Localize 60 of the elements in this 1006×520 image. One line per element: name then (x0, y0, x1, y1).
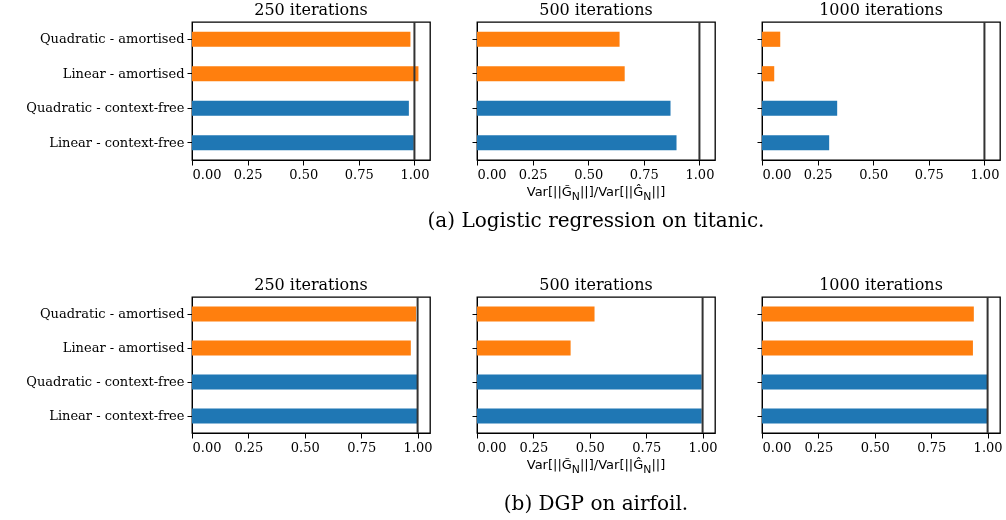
bar (477, 100, 671, 116)
y-tick-label: Quadratic - amortised (39, 31, 185, 47)
bar (477, 31, 620, 47)
x-tick-label: 0.50 (859, 166, 889, 182)
bar (477, 374, 702, 390)
x-tick-label: 0.00 (477, 439, 507, 455)
x-tick-label: 0.75 (347, 439, 377, 455)
x-tick-label: 0.00 (192, 166, 222, 182)
x-tick-label: 0.00 (762, 439, 792, 455)
chart-title: 1000 iterations (819, 275, 943, 294)
bar (762, 31, 781, 47)
x-tick-label: 0.25 (233, 166, 263, 182)
x-tick-label: 0.50 (290, 439, 320, 455)
chart-title: 1000 iterations (819, 0, 943, 19)
chart-title: 250 iterations (254, 275, 368, 294)
x-tick-label: 1.00 (973, 439, 1003, 455)
x-tick-label: 0.25 (803, 166, 833, 182)
x-tick-label: 0.75 (914, 166, 944, 182)
bar (477, 306, 595, 322)
bar (477, 66, 625, 82)
bar (762, 66, 775, 82)
chart-title: 500 iterations (539, 0, 653, 19)
bar (762, 135, 830, 151)
bar (477, 408, 702, 424)
y-tick-label: Linear - context-free (49, 134, 185, 150)
x-tick-label: 0.00 (192, 439, 222, 455)
chart-title: 250 iterations (254, 0, 368, 19)
x-tick-label: 1.00 (403, 439, 433, 455)
y-tick-label: Linear - amortised (62, 340, 185, 355)
bar (477, 135, 677, 151)
x-tick-label: 1.00 (970, 166, 1000, 182)
x-tick-label: 0.00 (762, 166, 792, 182)
y-tick-label: Linear - amortised (62, 65, 185, 81)
y-tick-label: Linear - context-free (49, 408, 185, 423)
bar (762, 100, 838, 116)
y-tick-label: Quadratic - amortised (39, 306, 185, 321)
x-tick-label: 0.00 (477, 166, 507, 182)
x-tick-label: 0.75 (632, 439, 662, 455)
x-tick-label: 0.25 (234, 439, 264, 455)
x-tick-label: 0.50 (574, 166, 604, 182)
x-tick-label: 0.50 (860, 439, 890, 455)
x-tick-label: 0.50 (289, 166, 319, 182)
text: (b) DGP on airfoil. (502, 491, 690, 515)
x-tick-label: 0.25 (519, 439, 549, 455)
x-tick-label: 0.25 (518, 166, 548, 182)
x-axis-title: Var[||G̃$_{N}$||]/Var[||Ĝ$_{N}$||] (525, 184, 667, 203)
x-tick-label: 0.25 (804, 439, 834, 455)
bar (477, 340, 571, 356)
y-tick-label: Quadratic - context-free (26, 374, 185, 389)
y-tick-label: Quadratic - context-free (26, 100, 185, 116)
x-tick-label: 0.50 (575, 439, 605, 455)
chart-title: 500 iterations (539, 275, 653, 294)
x-axis-title: Var[||G̃$_{N}$||]/Var[||Ĝ$_{N}$||] (525, 457, 667, 476)
x-tick-label: 0.75 (629, 166, 659, 182)
x-tick-label: 1.00 (685, 166, 715, 182)
text: (a) Logistic regression on titanic. (426, 208, 766, 232)
x-tick-label: 0.75 (917, 439, 947, 455)
x-tick-label: 0.75 (344, 166, 374, 182)
x-tick-label: 1.00 (400, 166, 430, 182)
x-tick-label: 1.00 (688, 439, 718, 455)
